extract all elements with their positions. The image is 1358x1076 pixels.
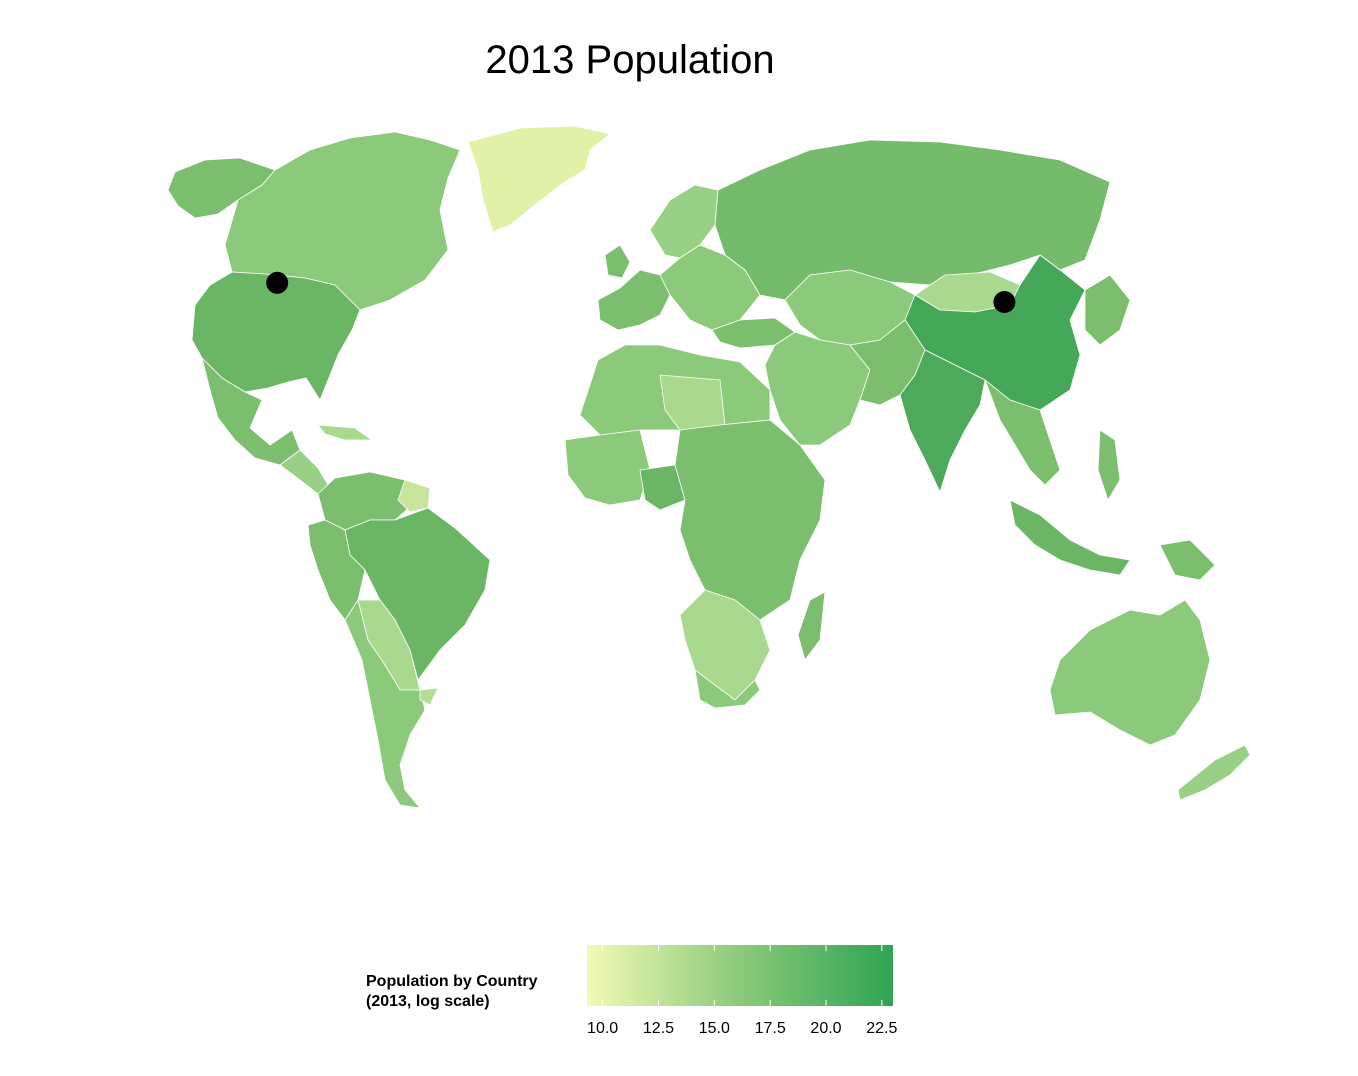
region-guianas[interactable] [397,479,431,513]
legend-tick-labels: 10.0 12.5 15.0 17.5 20.0 22.5 [587,1006,897,1046]
legend-tick-label: 22.5 [866,1020,898,1037]
marker-china[interactable] [993,291,1016,313]
marker-united-states[interactable] [266,271,289,294]
region-scandinavia[interactable] [649,184,719,259]
region-korea-japan[interactable] [1084,274,1131,346]
country-madagascar[interactable] [797,591,826,661]
country-canada[interactable] [224,131,461,311]
region-central-east-africa[interactable] [674,419,826,621]
legend-tick-label: 10.0 [587,1020,619,1037]
region-west-africa[interactable] [564,429,651,506]
legend-tick-label: 20.0 [810,1020,842,1037]
country-brazil[interactable] [344,507,491,681]
marker-layer [266,271,1016,313]
legend-title-line2: (2013, log scale) [366,993,490,1010]
country-nigeria[interactable] [639,464,686,511]
legend-tick-label: 12.5 [642,1020,675,1037]
country-india[interactable] [899,349,986,493]
country-united-states[interactable] [191,271,361,401]
country-layer [167,125,1251,809]
country-greenland[interactable] [467,125,611,233]
country-uruguay[interactable] [419,687,439,706]
region-new-guinea[interactable] [1159,539,1216,581]
region-western-europe[interactable] [597,269,671,331]
country-russia[interactable] [714,139,1111,301]
legend-colorbar [587,945,893,1006]
region-southeast-asia[interactable] [984,379,1061,486]
legend-tick-label: 15.0 [698,1020,730,1037]
legend-tick-label: 17.5 [754,1020,786,1037]
region-caribbean[interactable] [317,424,373,441]
region-argentina-chile[interactable] [344,599,426,809]
country-philippines[interactable] [1097,429,1121,501]
legend-title: Population by Country (2013, log scale) [366,972,538,1012]
country-mexico[interactable] [201,357,301,466]
country-australia[interactable] [1049,599,1211,746]
region-british-isles[interactable] [604,244,631,279]
region-indonesia[interactable] [1009,499,1131,576]
country-new-zealand[interactable] [1177,744,1251,801]
country-south-africa[interactable] [694,669,761,709]
legend-title-line1: Population by Country [366,973,538,990]
map-title: 2013 Population [485,38,775,82]
